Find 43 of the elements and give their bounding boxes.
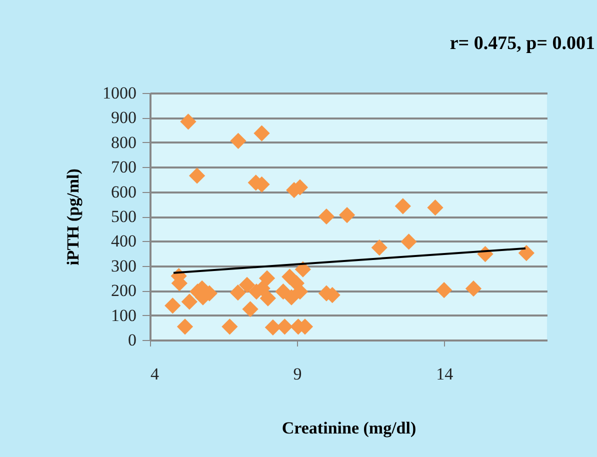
y-tick-label: 100: [111, 306, 136, 325]
y-tick-label: 600: [111, 182, 136, 202]
y-tick-label: 300: [111, 256, 136, 276]
point: [318, 208, 335, 225]
y-tick-label: 400: [111, 232, 136, 251]
point: [230, 132, 246, 149]
y-tick-label: 500: [111, 207, 136, 226]
point: [294, 261, 311, 278]
point: [276, 318, 293, 335]
point: [238, 276, 256, 293]
point: [230, 284, 246, 301]
point: [264, 319, 281, 336]
point: [427, 200, 444, 216]
x-axis-title: Creatinine (mg/dl): [282, 418, 416, 438]
point: [518, 244, 534, 262]
point: [181, 294, 198, 310]
point: [371, 240, 388, 256]
point: [188, 168, 206, 184]
y-axis-title: iPTH (pg/ml): [64, 168, 82, 266]
y-tick-label: 700: [111, 158, 136, 177]
point: [222, 318, 238, 335]
point: [164, 298, 181, 314]
y-tick-label: 800: [111, 132, 136, 152]
point: [176, 318, 194, 335]
point: [242, 301, 258, 318]
y-tick-label: 0: [128, 330, 136, 350]
x-tick-label: 4: [150, 364, 160, 384]
point: [180, 114, 196, 130]
point: [258, 270, 276, 286]
y-tick-label: 1000: [102, 84, 136, 102]
point: [292, 284, 308, 300]
point: [394, 198, 411, 214]
x-tick-label: 14: [436, 364, 454, 384]
y-tick-label: 200: [111, 281, 136, 300]
point: [254, 125, 270, 142]
point: [260, 290, 276, 306]
point: [436, 282, 452, 298]
point: [338, 206, 356, 224]
point: [400, 234, 417, 250]
y-tick-label: 900: [111, 108, 136, 128]
text: r= 0.475, p= 0.001: [450, 33, 595, 54]
x-tick-label: 9: [293, 364, 302, 384]
point: [465, 280, 482, 297]
